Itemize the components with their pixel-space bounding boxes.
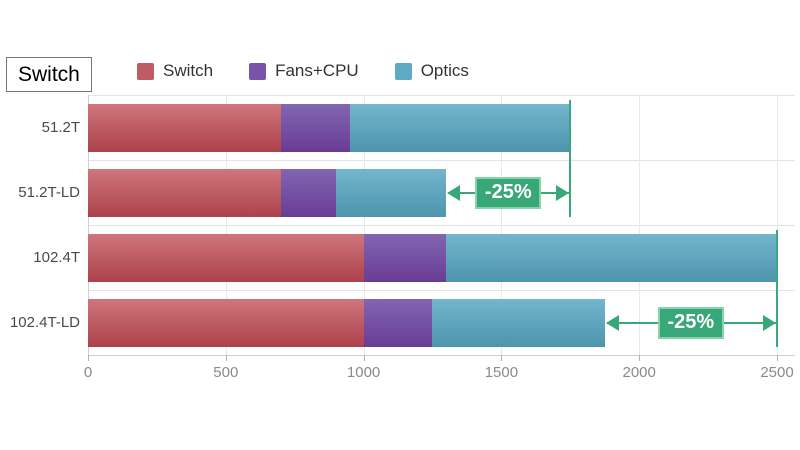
gridline-horizontal: [88, 355, 795, 356]
legend-item-optics[interactable]: Optics: [394, 61, 469, 81]
gridline-horizontal: [88, 225, 795, 226]
y-axis-label: 51.2T-LD: [18, 183, 80, 201]
legend-label: Fans+CPU: [275, 61, 359, 80]
gridline-horizontal: [88, 290, 795, 291]
x-axis-tick: [225, 355, 227, 361]
arrow-left-icon: [447, 184, 461, 201]
bar-segment-optics: [349, 103, 571, 152]
y-axis-label: 51.2T: [41, 118, 80, 136]
x-axis-tick: [501, 355, 503, 361]
bar-segment-switch: [88, 103, 281, 152]
bar-row: [88, 298, 605, 347]
bar-segment-optics: [336, 168, 447, 217]
arrow-right-icon: [763, 314, 776, 331]
gridline-vertical: [363, 95, 365, 355]
gridline-vertical: [225, 95, 227, 355]
x-axis-tick: [639, 355, 641, 361]
bar-segment-optics: [432, 298, 605, 347]
arrow-right-icon: [556, 184, 570, 201]
gridline-vertical: [777, 95, 778, 355]
bar-segment-optics: [446, 233, 777, 282]
legend-label: Optics: [420, 61, 469, 80]
x-axis-tick: [363, 355, 365, 361]
bar-segment-switch: [88, 298, 364, 347]
bar-segment-switch: [88, 168, 281, 217]
arrow-left-icon: [605, 314, 619, 331]
y-axis-label: 102.4T: [33, 248, 80, 266]
annotation-badge: -25%: [475, 176, 542, 209]
legend: Switch Fans+CPU Optics: [137, 61, 469, 81]
x-axis-tick-label: 1000: [346, 364, 381, 381]
annotation-reference-line: [569, 99, 572, 217]
bar-row: [88, 103, 571, 152]
annotation-reference-line: [776, 229, 778, 347]
gridline-horizontal: [88, 95, 795, 96]
bar-segment-switch: [88, 233, 364, 282]
gridline-horizontal: [88, 160, 795, 161]
bar-segment-fans-cpu: [363, 233, 447, 282]
gridline-vertical: [88, 95, 89, 355]
x-axis-tick-label: 500: [213, 364, 239, 381]
x-axis-tick-label: 0: [83, 364, 93, 381]
legend-swatch-icon: [137, 62, 154, 80]
gridline-vertical: [639, 95, 641, 355]
bar-segment-fans-cpu: [363, 298, 433, 347]
tab-switch[interactable]: Switch: [6, 57, 92, 93]
legend-label: Switch: [163, 61, 214, 80]
annotation-badge: -25%: [657, 306, 724, 339]
x-axis-tick-label: 2000: [622, 364, 656, 381]
bar-segment-fans-cpu: [280, 168, 337, 217]
x-axis-tick: [88, 355, 89, 361]
legend-swatch-icon: [249, 62, 267, 80]
bar-row: [88, 168, 447, 217]
bar-row: [88, 233, 777, 282]
x-axis-tick-label: 1500: [484, 364, 519, 381]
x-axis-tick: [777, 355, 778, 361]
legend-swatch-icon: [394, 62, 412, 80]
legend-item-fans-cpu[interactable]: Fans+CPU: [249, 61, 359, 81]
bar-segment-fans-cpu: [280, 103, 350, 152]
legend-item-switch[interactable]: Switch: [137, 61, 213, 81]
gridline-vertical: [501, 95, 503, 355]
x-axis-tick-label: 2500: [760, 364, 794, 381]
y-axis-label: 102.4T-LD: [9, 313, 80, 331]
